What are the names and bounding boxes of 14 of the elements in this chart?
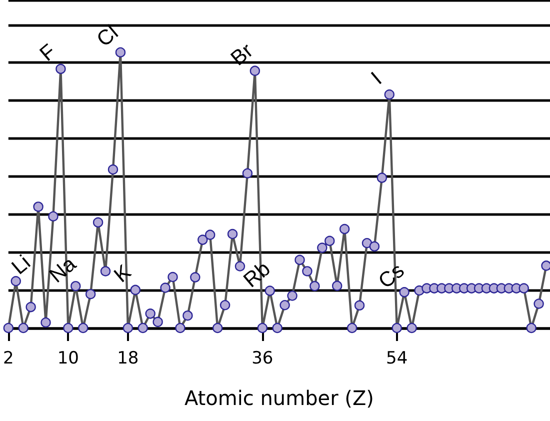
annotation: I: [367, 68, 386, 90]
annotation: Rb: [239, 257, 275, 292]
annotation: Na: [45, 252, 81, 288]
x-tick-label: 2: [2, 348, 14, 368]
annotation: K: [110, 260, 136, 288]
annotation: Li: [8, 251, 35, 280]
x-axis-title: Atomic number (Z): [184, 386, 374, 410]
x-tick-label: 54: [386, 348, 408, 368]
annotation: Cs: [374, 259, 409, 294]
x-tick-label: 18: [117, 348, 139, 368]
x-tick-label: 36: [252, 348, 274, 368]
annotation: F: [36, 40, 60, 66]
x-tick-label: 10: [57, 348, 79, 368]
annotation: Cl: [92, 21, 123, 52]
